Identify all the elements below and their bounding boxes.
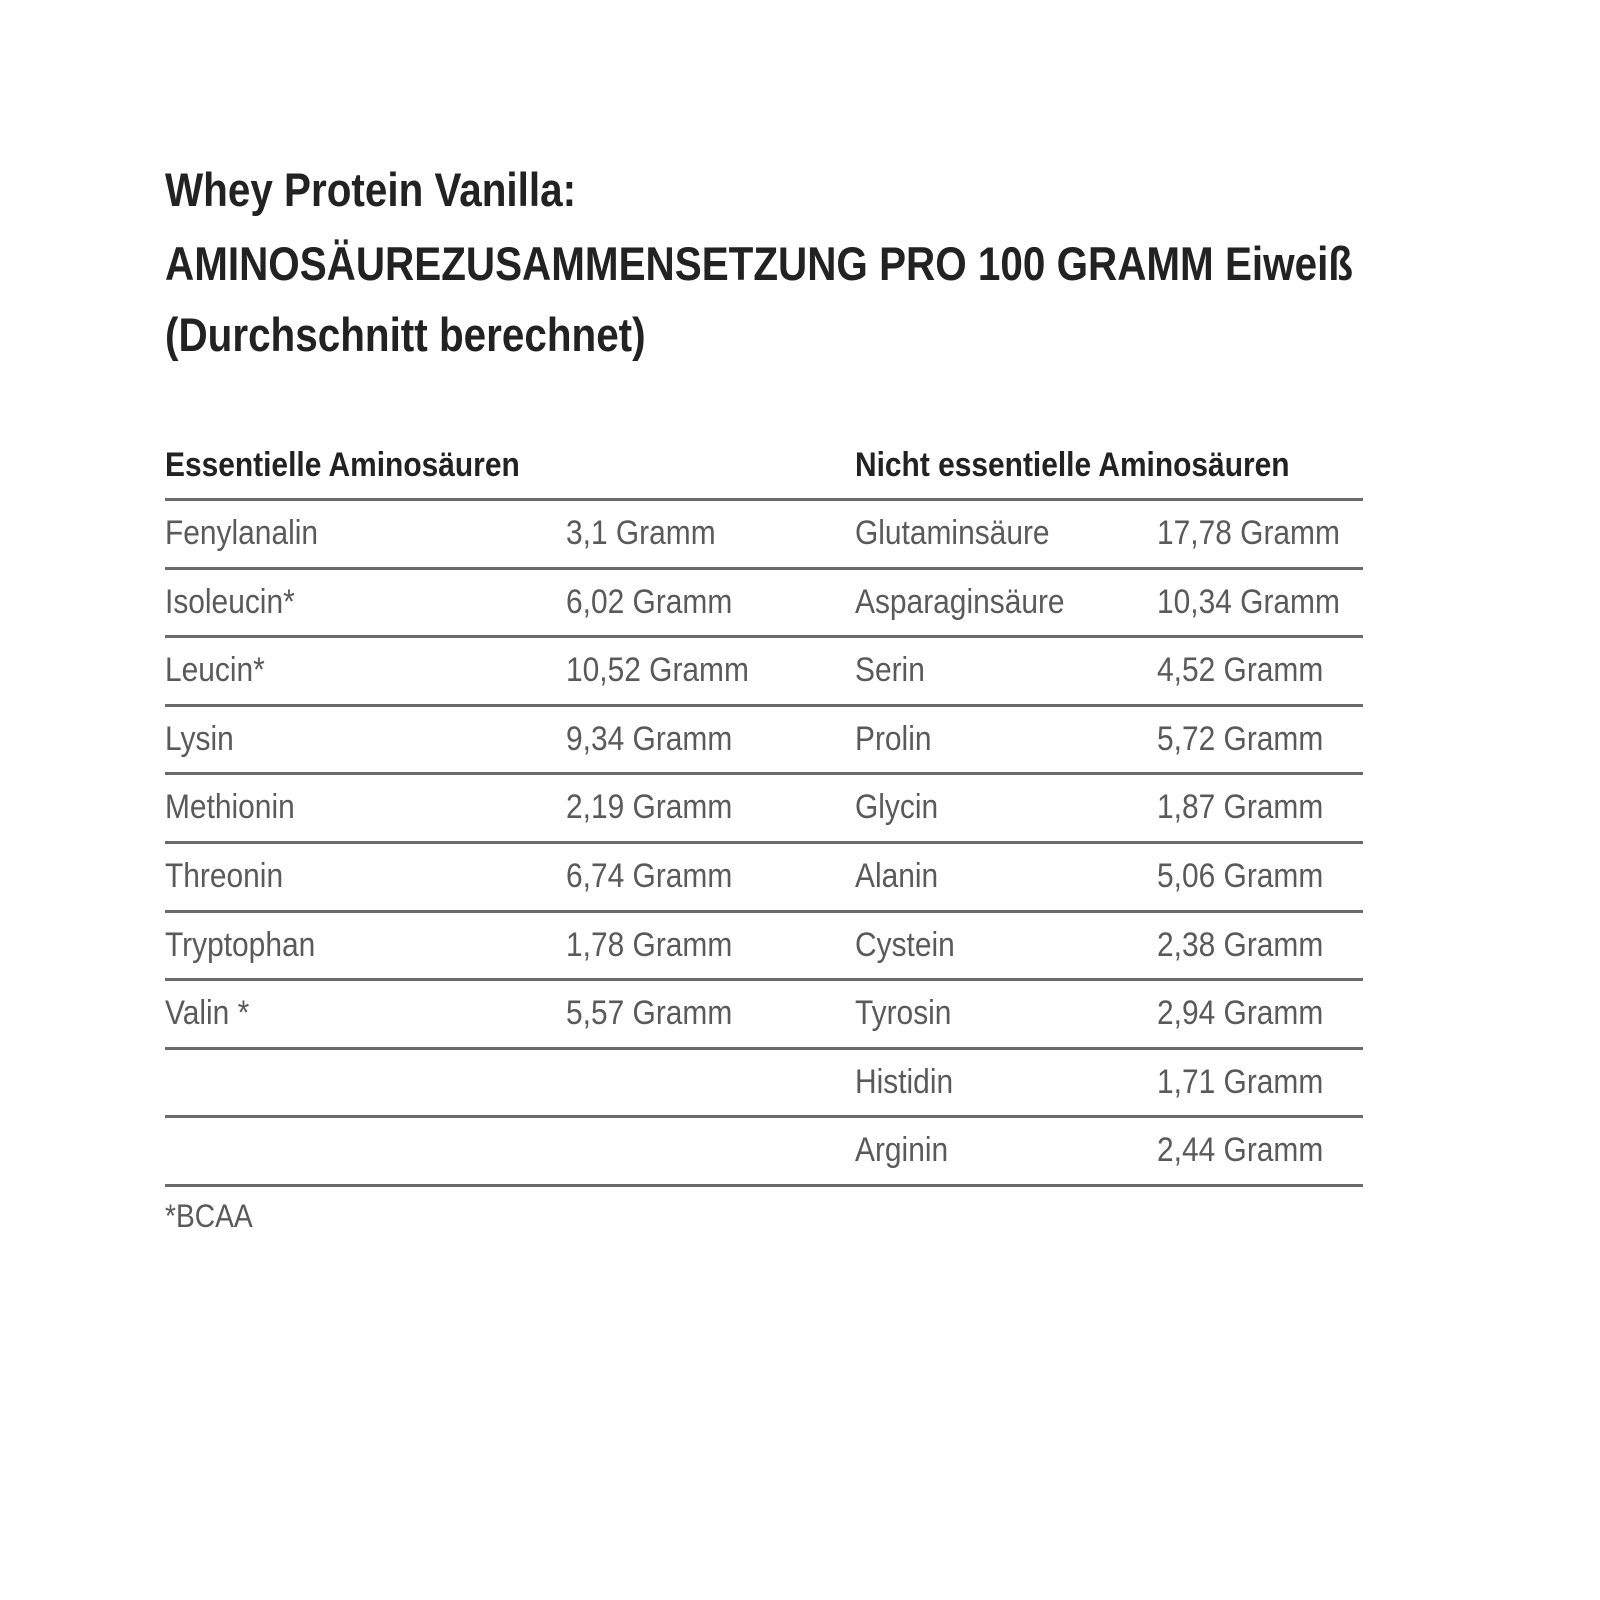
- essential-value: 9,34 Gramm: [566, 720, 733, 758]
- footnote: *BCAA: [165, 1198, 253, 1234]
- nonessential-value: 1,71 Gramm: [1157, 1063, 1324, 1101]
- header-essential: Essentielle Aminosäuren: [165, 446, 520, 484]
- nonessential-value: 10,34 Gramm: [1157, 583, 1340, 621]
- essential-value: 6,02 Gramm: [566, 583, 733, 621]
- nonessential-value: 2,94 Gramm: [1157, 994, 1324, 1032]
- page-subtitle: AMINOSÄUREZUSAMMENSETZUNG PRO 100 GRAMM …: [165, 237, 1353, 290]
- page-subtitle-note: (Durchschnitt berechnet): [165, 308, 646, 361]
- essential-name: Methionin: [165, 788, 295, 826]
- essential-name: Isoleucin*: [165, 583, 295, 621]
- essential-value: 3,1 Gramm: [566, 514, 716, 552]
- essential-name: Lysin: [165, 720, 234, 758]
- row-divider: [165, 841, 1363, 844]
- nonessential-value: 2,44 Gramm: [1157, 1131, 1324, 1169]
- essential-value: 1,78 Gramm: [566, 926, 733, 964]
- nonessential-name: Glutaminsäure: [855, 514, 1050, 552]
- nonessential-value: 2,38 Gramm: [1157, 926, 1324, 964]
- nonessential-name: Arginin: [855, 1131, 949, 1169]
- row-divider: [165, 1184, 1363, 1187]
- essential-value: 2,19 Gramm: [566, 788, 733, 826]
- essential-name: Tryptophan: [165, 926, 316, 964]
- essential-value: 6,74 Gramm: [566, 857, 733, 895]
- nonessential-name: Prolin: [855, 720, 932, 758]
- page-title: Whey Protein Vanilla:: [165, 163, 577, 216]
- row-divider: [165, 772, 1363, 775]
- nonessential-name: Cystein: [855, 926, 955, 964]
- header-nonessential: Nicht essentielle Aminosäuren: [855, 446, 1290, 484]
- essential-name: Leucin*: [165, 651, 265, 689]
- nonessential-value: 5,72 Gramm: [1157, 720, 1324, 758]
- row-divider: [165, 498, 1363, 501]
- nonessential-value: 17,78 Gramm: [1157, 514, 1340, 552]
- essential-value: 10,52 Gramm: [566, 651, 749, 689]
- nonessential-name: Histidin: [855, 1063, 954, 1101]
- nonessential-name: Alanin: [855, 857, 939, 895]
- row-divider: [165, 635, 1363, 638]
- nonessential-name: Tyrosin: [855, 994, 952, 1032]
- essential-name: Fenylanalin: [165, 514, 319, 552]
- essential-value: 5,57 Gramm: [566, 994, 733, 1032]
- nonessential-name: Glycin: [855, 788, 939, 826]
- row-divider: [165, 567, 1363, 570]
- row-divider: [165, 910, 1363, 913]
- row-divider: [165, 978, 1363, 981]
- nonessential-name: Serin: [855, 651, 925, 689]
- row-divider: [165, 1115, 1363, 1118]
- nonessential-value: 1,87 Gramm: [1157, 788, 1324, 826]
- essential-name: Threonin: [165, 857, 284, 895]
- row-divider: [165, 1047, 1363, 1050]
- nonessential-value: 4,52 Gramm: [1157, 651, 1324, 689]
- essential-name: Valin *: [165, 994, 250, 1032]
- nonessential-name: Asparaginsäure: [855, 583, 1065, 621]
- row-divider: [165, 704, 1363, 707]
- nonessential-value: 5,06 Gramm: [1157, 857, 1324, 895]
